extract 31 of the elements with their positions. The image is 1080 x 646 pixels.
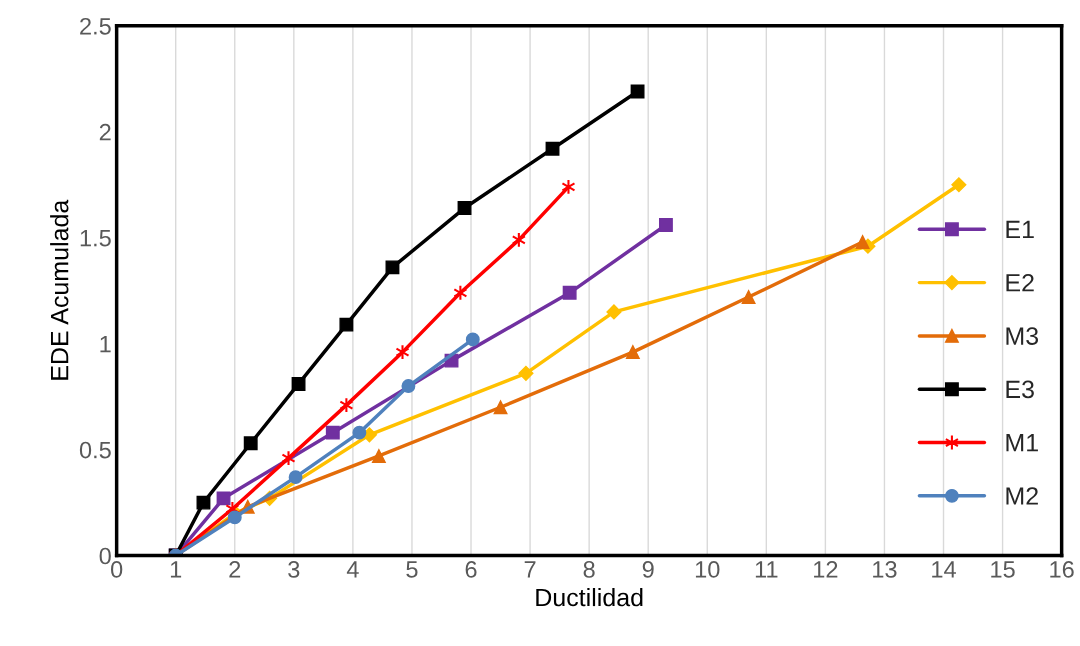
legend-label: M2 — [1006, 487, 1038, 505]
x-tick-label: 7 — [524, 561, 536, 578]
y-tick-label: 0 — [99, 547, 111, 565]
x-tick-label: 10 — [695, 561, 720, 578]
y-tick-label: 2.5 — [80, 17, 111, 35]
legend-label: M1 — [1006, 434, 1038, 452]
x-tick-label: 12 — [814, 561, 838, 578]
x-tick-label: 2 — [229, 561, 241, 578]
y-axis-title: EDE Acumulada — [50, 199, 69, 380]
x-tick-label: 11 — [755, 561, 778, 578]
legend-label: E2 — [1006, 273, 1034, 292]
x-tick-label: 6 — [465, 561, 477, 578]
x-tick-label: 13 — [873, 561, 897, 578]
legend-label: E3 — [1006, 380, 1034, 399]
x-tick-label: 16 — [1050, 561, 1074, 578]
y-tick-label: 1.5 — [80, 230, 111, 247]
x-tick-label: 4 — [346, 561, 359, 578]
x-tick-label: 14 — [932, 561, 956, 578]
legend-label: M3 — [1006, 327, 1039, 345]
legend-label: E1 — [1006, 220, 1034, 239]
x-tick-label: 8 — [583, 561, 595, 578]
x-tick-label: 0 — [111, 561, 123, 578]
y-tick-label: 2 — [99, 123, 111, 141]
y-tick-label: 1 — [100, 335, 111, 353]
x-tick-label: 5 — [406, 561, 418, 578]
x-tick-label: 9 — [642, 561, 654, 578]
x-tick-label: 1 — [170, 561, 182, 578]
x-axis-title: Ductilidad — [536, 587, 643, 607]
x-tick-label: 15 — [991, 561, 1015, 578]
x-tick-label: 3 — [288, 561, 300, 578]
y-tick-label: 0.5 — [79, 441, 111, 459]
